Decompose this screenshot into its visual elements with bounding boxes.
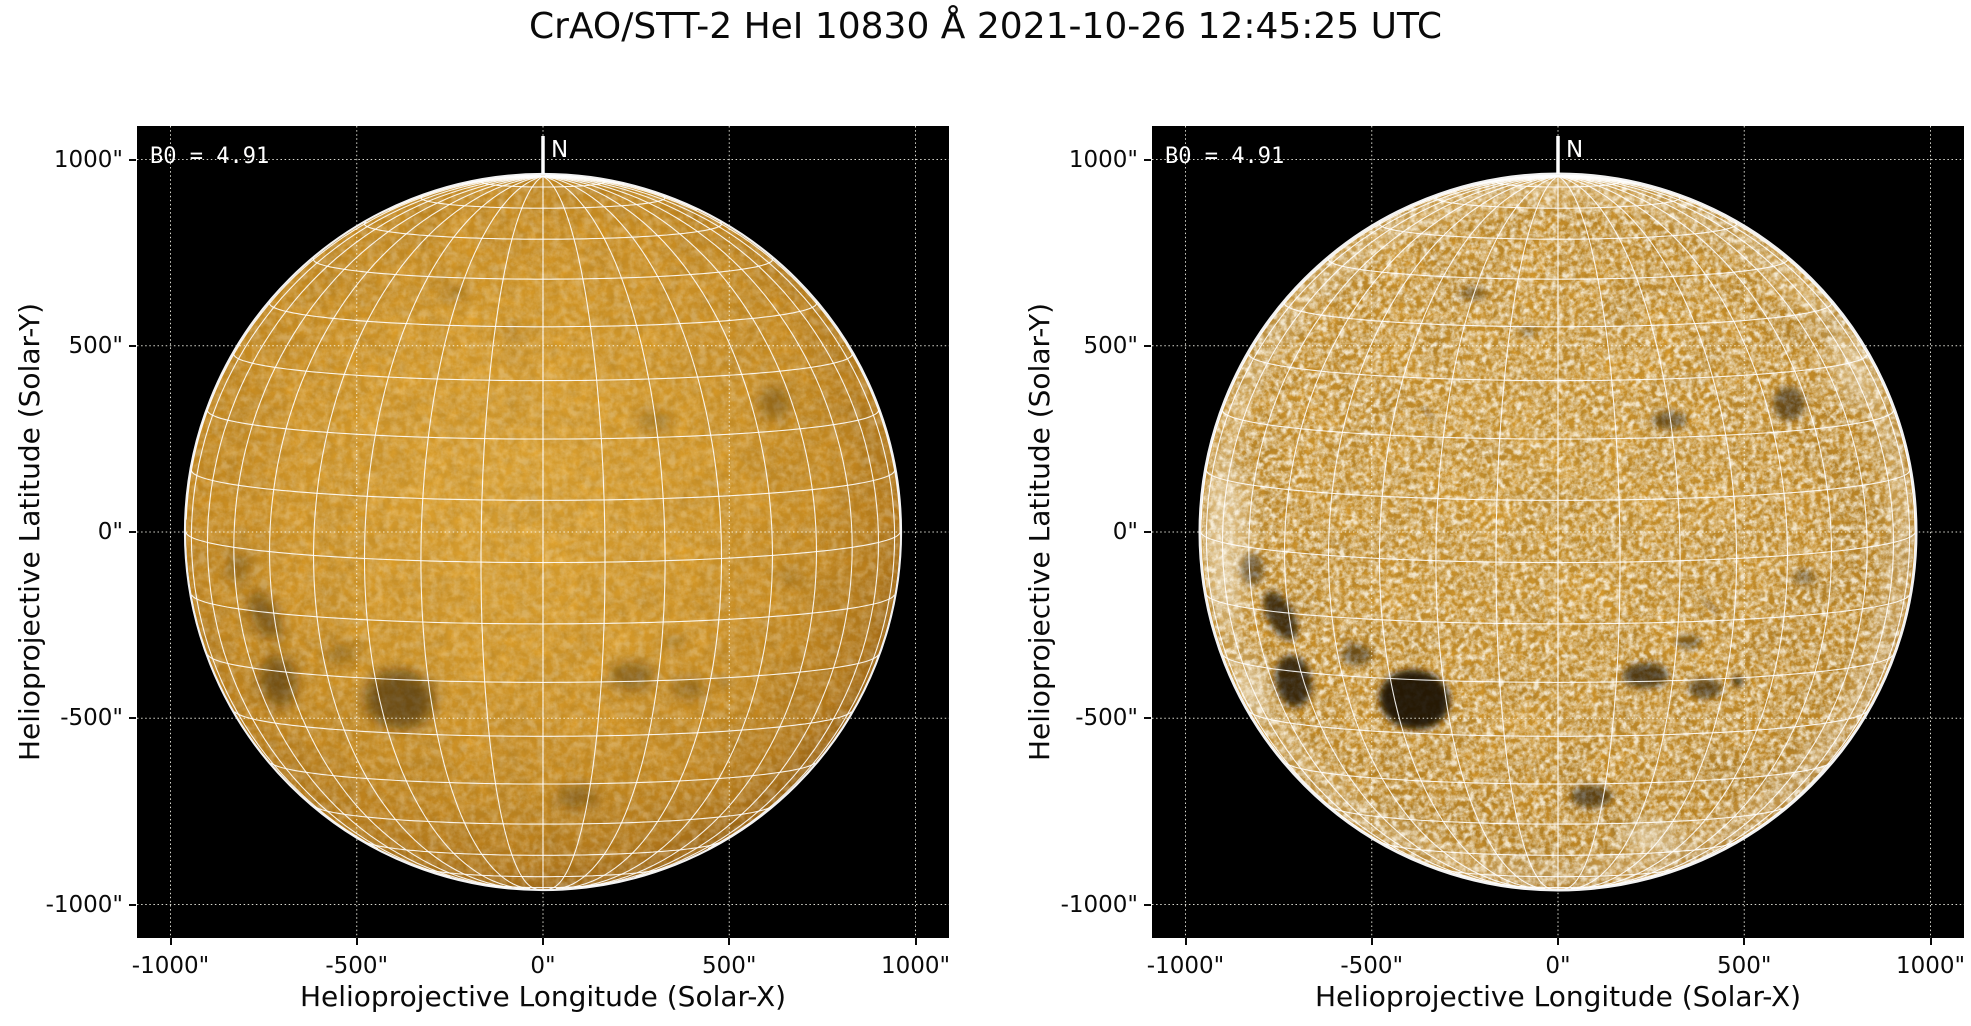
x-tick-mark: [1743, 938, 1746, 945]
x-tick-mark: [1557, 938, 1559, 945]
y-tick-label: 0": [97, 519, 123, 545]
y-tick-label: -500": [1075, 705, 1138, 732]
y-tick-mark: [129, 531, 136, 533]
y-tick-mark: [129, 717, 136, 720]
solar-disk-svg: [1152, 126, 1964, 938]
dark-features: [1241, 286, 1816, 808]
y-tick-mark: [129, 903, 136, 906]
y-tick-label: 0": [1112, 519, 1138, 545]
dark-features: [226, 286, 801, 808]
y-tick-label: -500": [60, 705, 123, 732]
y-tick-mark: [1144, 903, 1151, 906]
y-tick-mark: [1144, 344, 1151, 347]
solar-disk-svg: [137, 126, 949, 938]
y-tick-label: 500": [68, 332, 123, 359]
y-tick-label: -1000": [1060, 891, 1138, 918]
x-tick-label: 500": [1717, 953, 1772, 979]
y-tick-mark: [129, 158, 136, 161]
x-tick-label: 0": [530, 953, 556, 979]
x-tick-mark: [914, 938, 917, 945]
x-tick-label: -1000": [131, 953, 210, 979]
x-tick-mark: [1370, 938, 1373, 945]
heliographic-grid: [1200, 174, 1916, 890]
b0-annotation: B0 = 4.91: [150, 144, 270, 169]
x-tick-mark: [169, 938, 172, 945]
y-tick-label: 1000": [1068, 146, 1138, 173]
x-tick-mark: [542, 938, 544, 945]
x-tick-label: -1000": [1146, 953, 1225, 979]
x-tick-label: 1000": [1895, 953, 1966, 979]
x-tick-label: 500": [702, 953, 757, 979]
y-tick-label: -1000": [45, 891, 123, 918]
y-tick-label: 500": [1083, 332, 1138, 359]
y-tick-mark: [1144, 717, 1151, 720]
heliographic-grid: [185, 174, 901, 890]
x-tick-label: 1000": [880, 953, 951, 979]
y-tick-label: 1000": [53, 146, 123, 173]
y-tick-mark: [1144, 158, 1151, 161]
x-tick-mark: [1929, 938, 1932, 945]
y-tick-mark: [129, 344, 136, 347]
figure-title: CrAO/STT-2 HeI 10830 Å 2021-10-26 12:45:…: [528, 6, 1443, 47]
x-axis-label: Helioprojective Longitude (Solar-X): [1314, 980, 1802, 1013]
b0-annotation: B0 = 4.91: [1165, 144, 1285, 169]
north-annotation: N: [551, 137, 569, 163]
y-tick-mark: [1144, 531, 1151, 533]
x-tick-mark: [728, 938, 731, 945]
x-tick-mark: [355, 938, 358, 945]
x-tick-label: -500": [1340, 953, 1404, 979]
north-annotation: N: [1566, 137, 1584, 163]
x-tick-label: 0": [1545, 953, 1571, 979]
plot-area-left: B0 = 4.91 N: [137, 126, 949, 938]
x-tick-mark: [1184, 938, 1187, 945]
x-axis-label: Helioprojective Longitude (Solar-X): [299, 980, 787, 1013]
plot-area-right: B0 = 4.91 N: [1152, 126, 1964, 938]
x-tick-label: -500": [325, 953, 389, 979]
